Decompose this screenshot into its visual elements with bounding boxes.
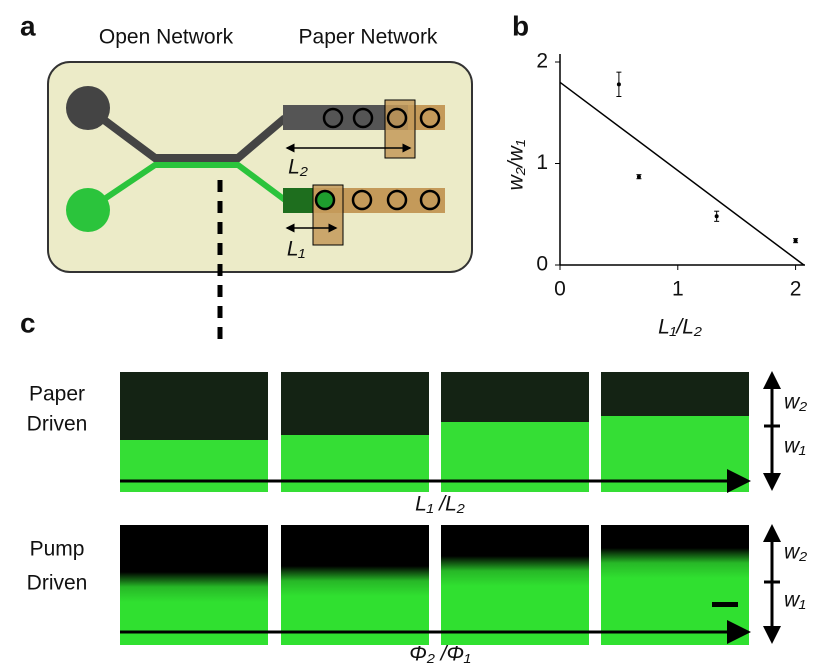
width-label: w₁ bbox=[784, 589, 806, 612]
point bbox=[637, 175, 641, 179]
figure: a b c Open Network Paper Network L₂ L₁ 0 1 2 0 1 2 L₁… bbox=[0, 0, 815, 666]
y-tick-label: 2 bbox=[536, 50, 548, 73]
axis-label: L₁ /L₂ bbox=[415, 493, 465, 516]
panel-label: c bbox=[20, 307, 36, 338]
length-label: L₁ bbox=[287, 238, 306, 261]
fit-line bbox=[560, 82, 804, 265]
x-tick-label: 1 bbox=[672, 278, 684, 301]
y-axis-label: w₂/w₁ bbox=[505, 139, 528, 190]
width-label: w₂ bbox=[784, 541, 807, 564]
point bbox=[715, 214, 719, 218]
row-label: Driven bbox=[27, 413, 88, 436]
row-label: Pump bbox=[30, 538, 85, 561]
panel-label: b bbox=[512, 10, 529, 41]
section-title: Paper Network bbox=[299, 26, 438, 49]
row-label: Paper bbox=[29, 383, 85, 406]
width-label: w₂ bbox=[784, 391, 807, 414]
panel-label: a bbox=[20, 10, 36, 41]
length-label: L₂ bbox=[288, 156, 308, 179]
width-label: w₁ bbox=[784, 435, 806, 458]
axis-label: Φ₂ /Φ₁ bbox=[409, 643, 471, 666]
point bbox=[794, 239, 798, 243]
y-tick-label: 0 bbox=[536, 253, 548, 276]
device-schematic bbox=[48, 62, 472, 345]
y-tick-label: 1 bbox=[536, 151, 548, 174]
section-title: Open Network bbox=[99, 26, 234, 49]
x-tick-label: 0 bbox=[554, 278, 566, 301]
point bbox=[617, 82, 621, 86]
x-tick-label: 2 bbox=[790, 278, 802, 301]
x-axis-label: L₁/L₂ bbox=[658, 316, 702, 339]
row-label: Driven bbox=[27, 572, 88, 595]
